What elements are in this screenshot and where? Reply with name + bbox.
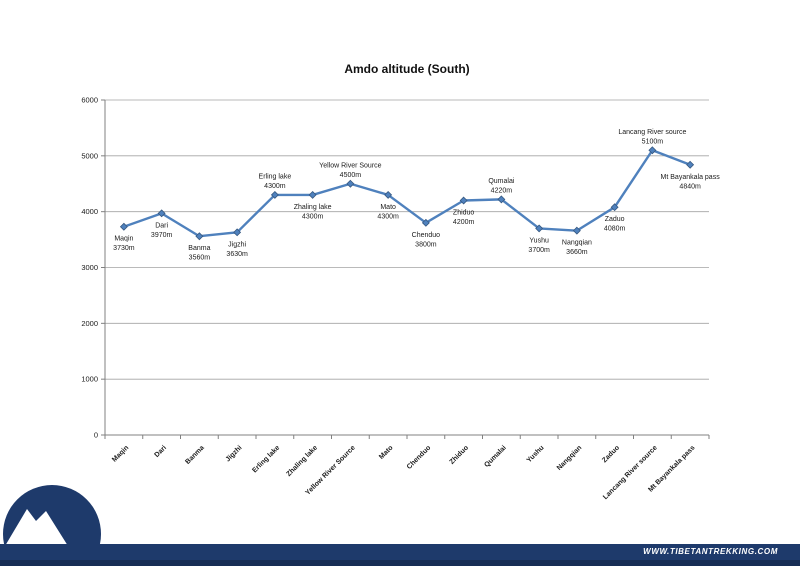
footer-bar: WWW.TIBETANTREKKING.COM [0, 544, 800, 566]
data-point-marker [119, 222, 128, 231]
data-point-marker [610, 203, 619, 212]
mountain-peaks-icon [5, 509, 68, 546]
data-point-label-value: 3660m [566, 249, 588, 256]
data-point-marker [195, 232, 204, 241]
x-category-label: Chenduo [406, 444, 432, 470]
data-point-label-value: 5100m [642, 138, 664, 145]
data-point-label-name: Nangqian [562, 240, 592, 247]
data-point-marker [346, 179, 355, 188]
data-point-marker [384, 190, 393, 199]
data-point-label-value: 3800m [415, 241, 437, 248]
data-point-label-name: Mt Bayankala pass [661, 174, 721, 181]
x-category-label: Qumalai [483, 444, 508, 469]
y-tick-label: 6000 [81, 96, 98, 105]
data-point-marker [535, 224, 544, 233]
data-point-label-name: Mato [380, 204, 396, 211]
x-category-label: Banma [184, 444, 206, 466]
data-point-label-name: Zaduo [605, 216, 625, 223]
data-point-label-name: Maqin [114, 236, 133, 243]
data-point-label-value: 4300m [377, 213, 399, 220]
data-point-label-name: Qumalai [488, 178, 515, 185]
data-point-label-value: 4300m [264, 183, 286, 190]
y-tick-label: 5000 [81, 151, 98, 160]
data-point-label-name: Banma [188, 245, 210, 252]
data-point-marker [270, 190, 279, 199]
x-category-label: Erling lake [251, 444, 281, 474]
data-point-label-value: 4840m [679, 183, 701, 190]
x-category-label: Zhiduo [449, 444, 470, 465]
data-point-marker [421, 218, 430, 227]
data-point-label-name: Lancang River source [618, 129, 686, 136]
data-point-marker [648, 146, 657, 155]
data-point-marker [233, 228, 242, 237]
x-category-label: Maqin [111, 444, 130, 463]
data-point-label-name: Yushu [529, 237, 549, 244]
chart-title: Amdo altitude (South) [344, 62, 470, 76]
data-point-label-name: Yellow River Source [319, 162, 381, 169]
chart-canvas: 0 1000 2000 3000 4000 5000 6000 Maqin 3730m Dari 3… [81, 96, 721, 502]
data-point-label-value: 4080m [604, 226, 626, 233]
data-point-label-value: 4200m [453, 219, 475, 226]
data-point-label-name: Jigzhi [228, 241, 246, 248]
data-point-label-name: Erling lake [259, 173, 292, 180]
data-point-label-value: 3730m [113, 245, 135, 252]
data-point-label-name: Dari [155, 222, 168, 229]
data-point-label-value: 4300m [302, 213, 324, 220]
data-point-label-value: 3970m [151, 232, 173, 239]
footer-bar-accent [0, 560, 800, 566]
data-point-marker [157, 209, 166, 218]
data-point-label-value: 3630m [226, 251, 248, 258]
x-category-label: Zhaling lake [285, 444, 319, 478]
series-line [122, 149, 692, 238]
data-point-marker [459, 196, 468, 205]
website-text: WWW.TIBETANTREKKING.COM [643, 547, 778, 556]
data-point-label-value: 4220m [491, 187, 513, 194]
data-point-marker [308, 190, 317, 199]
data-point-label-value: 3560m [189, 255, 211, 262]
data-point-marker [497, 195, 506, 204]
data-point-label-value: 3700m [528, 247, 550, 254]
y-tick-label: 2000 [81, 319, 98, 328]
data-point-label-name: Chenduo [412, 232, 441, 239]
x-category-label: Jigzhi [225, 444, 244, 463]
x-category-label: Mato [378, 444, 395, 461]
x-category-label: Yushu [526, 444, 546, 464]
data-point-marker [572, 226, 581, 235]
y-tick-label: 1000 [81, 375, 98, 384]
data-point-label-name: Zhaling lake [294, 204, 332, 211]
y-tick-label: 0 [94, 431, 98, 440]
y-tick-label: 4000 [81, 207, 98, 216]
x-category-label: Zaduo [601, 444, 621, 464]
y-tick-label: 3000 [81, 263, 98, 272]
x-category-label: Dari [153, 444, 168, 459]
x-category-label: Nangqian [556, 444, 583, 471]
data-point-label-name: Zhiduo [453, 210, 475, 217]
data-point-marker [686, 160, 695, 169]
data-point-label-value: 4500m [340, 172, 362, 179]
